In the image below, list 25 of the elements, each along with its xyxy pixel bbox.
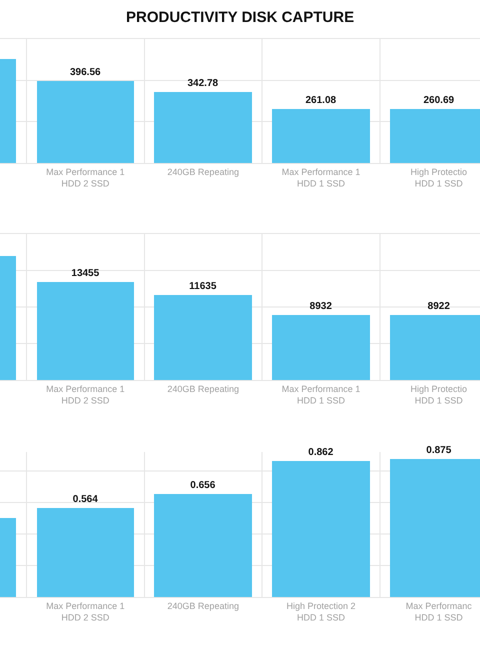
data-label: 11635 (189, 281, 217, 292)
x-tick-label: 240GB Repeating (167, 600, 239, 611)
x-tick-label: High Protectio HDD 1 SSD (410, 166, 468, 188)
x-tick-label: Max Performanc HDD 1 SSD (406, 600, 472, 622)
x-tick-label: High Protectio HDD 1 SSD (410, 384, 468, 406)
data-label: 0.862 (308, 447, 334, 458)
data-label: 260.69 (423, 95, 455, 106)
x-tick-label: 240GB Repeating (167, 384, 239, 394)
data-label: 396.56 (70, 67, 102, 78)
data-label: 0.656 (190, 480, 216, 491)
data-label: 342.78 (187, 78, 219, 89)
x-tick-label: Max Performance 1 HDD 2 SSD (46, 384, 125, 406)
x-tick-label: Max Performance 1 HDD 2 SSD (46, 600, 125, 622)
x-tick-label: Max Performance 1 HDD 1 SSD (282, 166, 360, 188)
x-tick-label: Max Performance 1 HDD 1 SSD (282, 384, 360, 406)
data-label: 0.875 (426, 445, 452, 456)
data-label: 13455 (71, 268, 100, 279)
data-label: 8932 (310, 301, 332, 312)
data-label: 8922 (428, 301, 450, 312)
chart-title: PRODUCTIVITY DISK CAPTURE (126, 9, 354, 26)
x-tick-label: High Protection 2 HDD 1 SSD (286, 600, 356, 622)
x-tick-label: Max Performance 1 HDD 2 SSD (46, 166, 125, 188)
x-tick-label: 240GB Repeating (167, 166, 239, 177)
data-label: 261.08 (305, 95, 337, 106)
data-label: 0.564 (72, 494, 98, 505)
